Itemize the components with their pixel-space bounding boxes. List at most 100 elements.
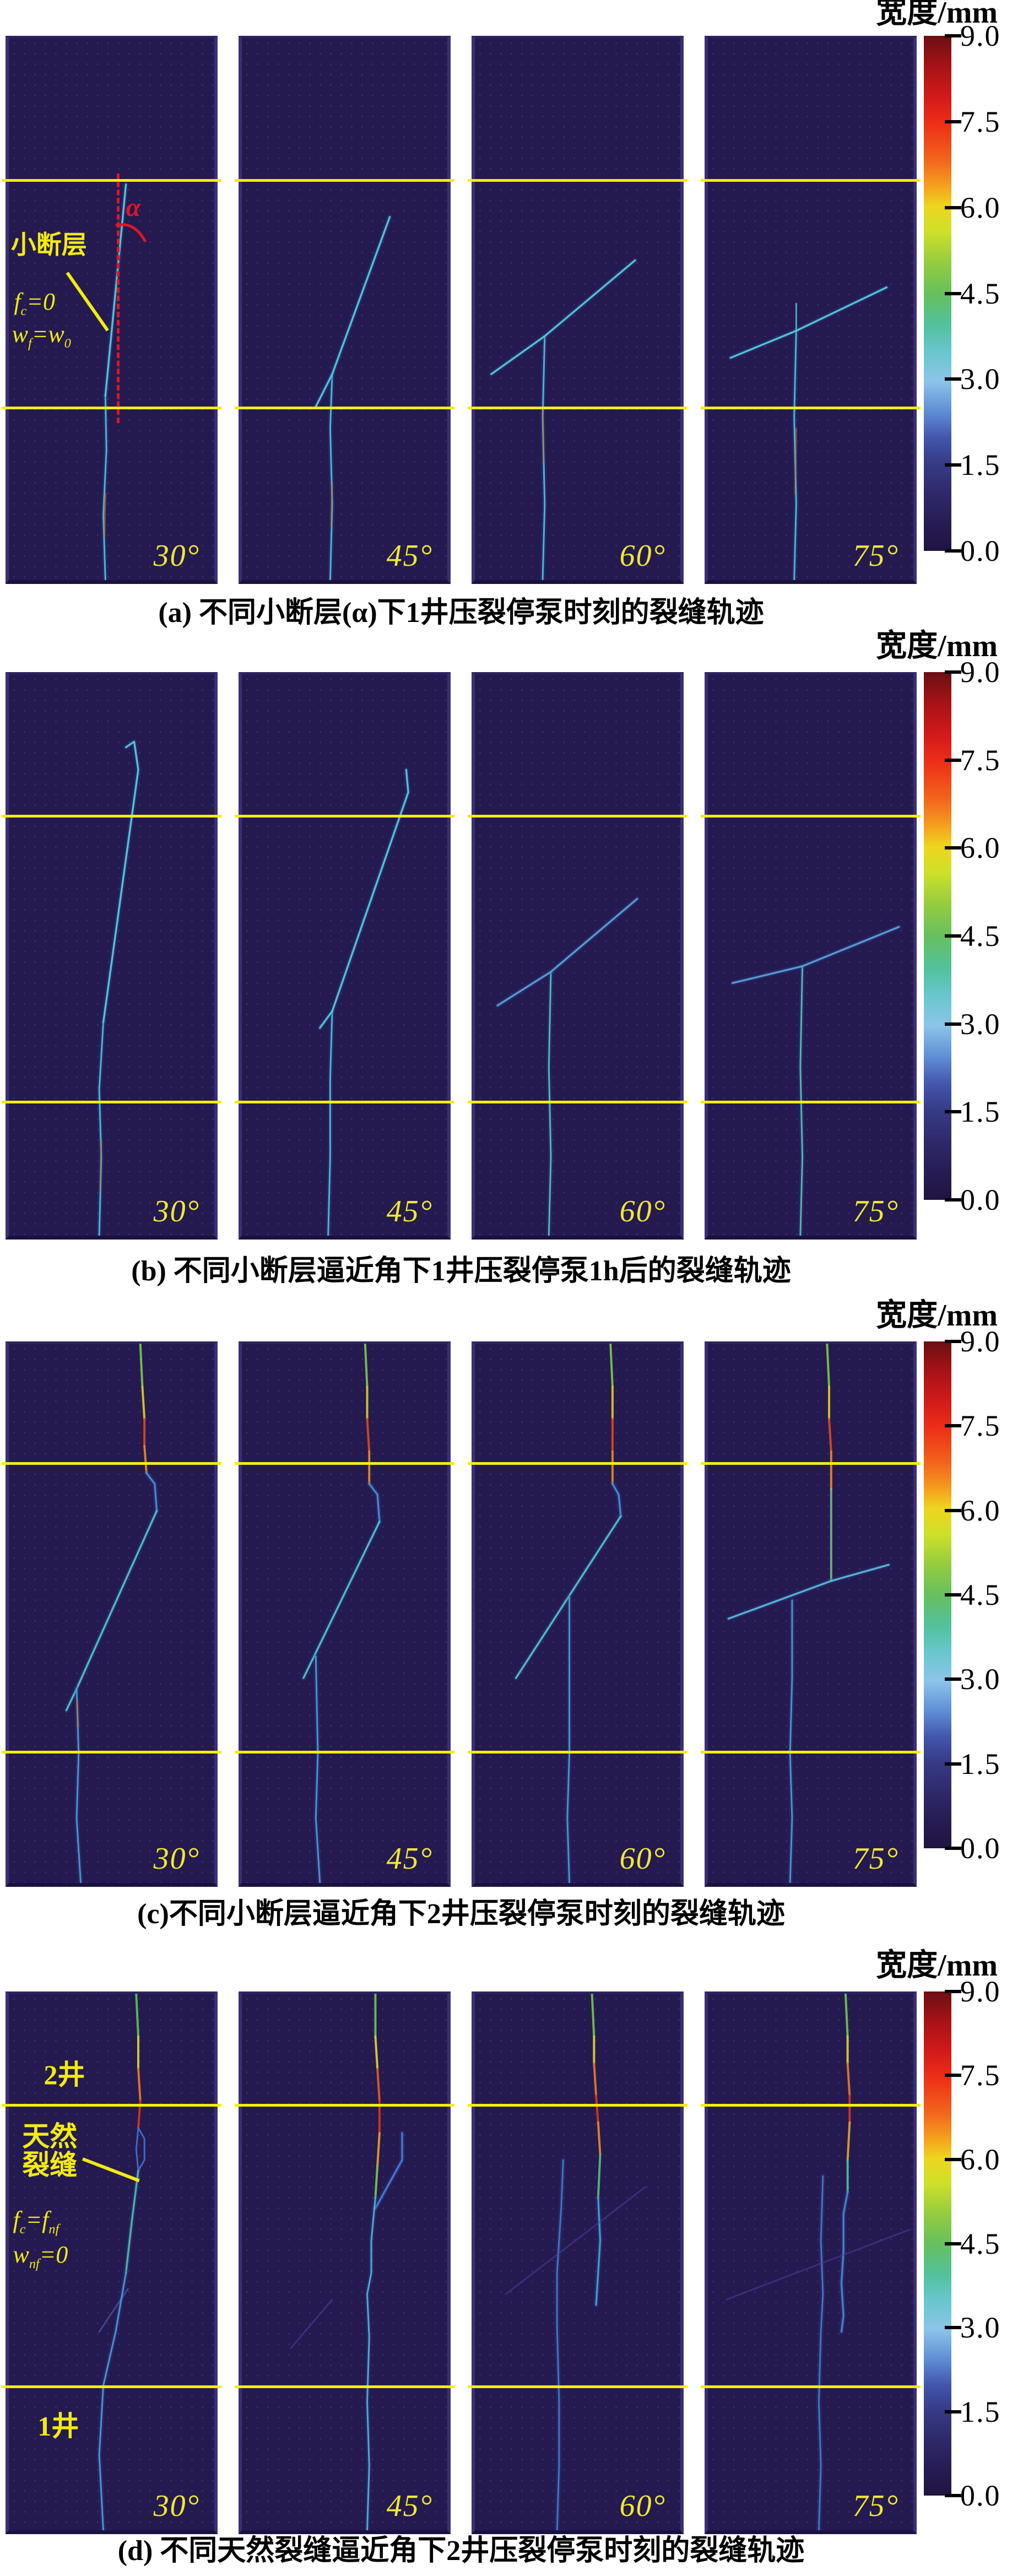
fracture-trace [491, 260, 635, 374]
fracture-trace [104, 494, 105, 537]
angle-label: 60° [619, 2489, 666, 2523]
angle-label: 45° [386, 539, 433, 573]
well-line-bottom [701, 1101, 921, 1104]
well-line-top [235, 1462, 454, 1465]
fracture-trace [136, 2128, 144, 2171]
well-line-top [701, 178, 921, 182]
fracture-trace [104, 742, 138, 1022]
colorbar-tick-label: 0.0 [960, 1832, 1001, 1865]
angle-label: 60° [619, 539, 666, 573]
colorbar-tick [945, 2157, 961, 2161]
panel-d-45deg: 45° [235, 1991, 454, 2534]
fracture-trace [375, 2037, 377, 2069]
panel-d-30deg: 2井 天然 裂缝 fc=fnf wnf=0 1井 30° [2, 1991, 221, 2534]
fracture-trace-map [708, 1344, 913, 1883]
angle-label: 75° [852, 2489, 899, 2523]
fracture-trace [100, 1140, 101, 1191]
angle-label: 75° [852, 539, 899, 573]
colorbar: 9.0 7.5 6.0 4.5 3.0 1.5 0.0 [924, 19, 1034, 567]
colorbar-tick [945, 1677, 961, 1681]
colorbar-tick [945, 377, 961, 381]
section-d: 宽度/mm 2井 天然 裂缝 fc=fnf wnf=0 1井 30° 45° 6… [0, 1950, 1034, 2576]
well-line-bottom [235, 1751, 454, 1754]
fracture-trace [596, 2096, 598, 2123]
colorbar-tick-label: 1.5 [960, 2395, 1001, 2428]
angle-label: 45° [386, 1194, 433, 1229]
well-line-top [701, 814, 921, 818]
panel-row-a: 小断层 fc=0 wf=w0 α 30° 45° 60° 75° [2, 36, 921, 584]
panel-d-60deg: 60° [468, 1991, 687, 2534]
well-line-bottom [2, 407, 221, 410]
well-line-bottom [701, 1751, 921, 1754]
well-line-top [468, 814, 687, 818]
fracture-trace [316, 217, 389, 407]
colorbar-tick-label: 4.5 [960, 2227, 1001, 2260]
fracture-trace-map [708, 1994, 913, 2530]
panel-c-45deg: 45° [235, 1341, 454, 1887]
subfigure-caption-a: (a) 不同小断层(α)下1井压裂停泵时刻的裂缝轨迹 [158, 597, 764, 629]
vertical-reference-dashed-line [116, 174, 120, 423]
angle-label: 30° [153, 2489, 200, 2523]
panel-c-60deg: 60° [468, 1341, 687, 1887]
fracture-trace-map [708, 38, 913, 580]
colorbar-tick [945, 1762, 961, 1766]
fracture-trace [846, 1994, 848, 2037]
well-line-bottom [701, 407, 921, 410]
fracture-trace [733, 927, 899, 983]
fracture-trace [506, 2187, 646, 2294]
colorbar-tick [945, 1022, 961, 1026]
well-line-top [701, 1462, 921, 1465]
subfigure-caption-b: (b) 不同小断层逼近角下1井压裂停泵1h后的裂缝轨迹 [131, 1255, 791, 1287]
colorbar-tick-label: 1.5 [960, 448, 1001, 482]
colorbar-tick [945, 120, 961, 123]
colorbar-tick-label: 1.5 [960, 1747, 1001, 1781]
colorbar-tick-label: 4.5 [960, 919, 1001, 953]
colorbar-tick-label: 6.0 [960, 2142, 1001, 2176]
alpha-angle-arc [115, 223, 147, 242]
panel-row-b: 30° 45° 60° 75° [2, 672, 921, 1240]
fracture-trace [795, 428, 797, 493]
fracture-trace [104, 396, 107, 580]
panel-c-30deg: 30° [2, 1341, 221, 1887]
fracture-trace [549, 972, 551, 1236]
panel-b-60deg: 60° [468, 672, 687, 1240]
well-line-bottom [2, 2385, 221, 2389]
fracture-trace [516, 1516, 621, 1678]
fracture-trace [377, 2069, 380, 2101]
colorbar-tick-label: 0.0 [960, 1183, 1001, 1216]
panel-row-c: 30° 45° 60° 75° [2, 1341, 921, 1887]
fracture-trace [77, 1700, 78, 1727]
panel-b-30deg: 30° [2, 672, 221, 1240]
angle-label: 75° [852, 1842, 899, 1876]
angle-label: 60° [619, 1842, 666, 1876]
angle-label: 45° [386, 1842, 433, 1876]
colorbar-tick [945, 670, 961, 674]
fracture-trace [567, 1597, 570, 1883]
colorbar-tick [945, 2410, 961, 2413]
fracture-trace [331, 483, 332, 526]
equation-fc-fnf: fc=fnf [13, 2206, 59, 2237]
section-a: 宽度/mm 小断层 fc=0 wf=w0 α 30° 45° 60° [0, 0, 1034, 634]
fracture-trace [543, 407, 544, 461]
fracture-trace [316, 1657, 320, 1883]
colorbar-tick-label: 7.5 [960, 1409, 1001, 1443]
well-line-top [468, 2103, 687, 2107]
fracture-trace [829, 1419, 831, 1452]
fracture-trace [142, 1387, 144, 1419]
fracture-trace-map [475, 674, 680, 1236]
colorbar-tick [945, 1340, 961, 1343]
fracture-trace [99, 2289, 128, 2332]
colorbar-tick [945, 1198, 961, 1202]
fracture-trace [320, 770, 408, 1028]
colorbar-tick-label: 3.0 [960, 2310, 1001, 2344]
well-line-top [468, 178, 687, 182]
colorbar-tick-label: 7.5 [960, 2059, 1001, 2092]
colorbar: 9.0 7.5 6.0 4.5 3.0 1.5 0.0 [924, 1325, 1034, 1865]
colorbar-tick-label: 6.0 [960, 191, 1001, 224]
fracture-trace [126, 2171, 138, 2272]
angle-label: 30° [153, 1194, 200, 1229]
colorbar-tick-label: 0.0 [960, 534, 1001, 567]
colorbar-tick [945, 2494, 961, 2497]
colorbar-tick-label: 4.5 [960, 277, 1001, 310]
panel-a-45deg: 45° [235, 36, 454, 584]
